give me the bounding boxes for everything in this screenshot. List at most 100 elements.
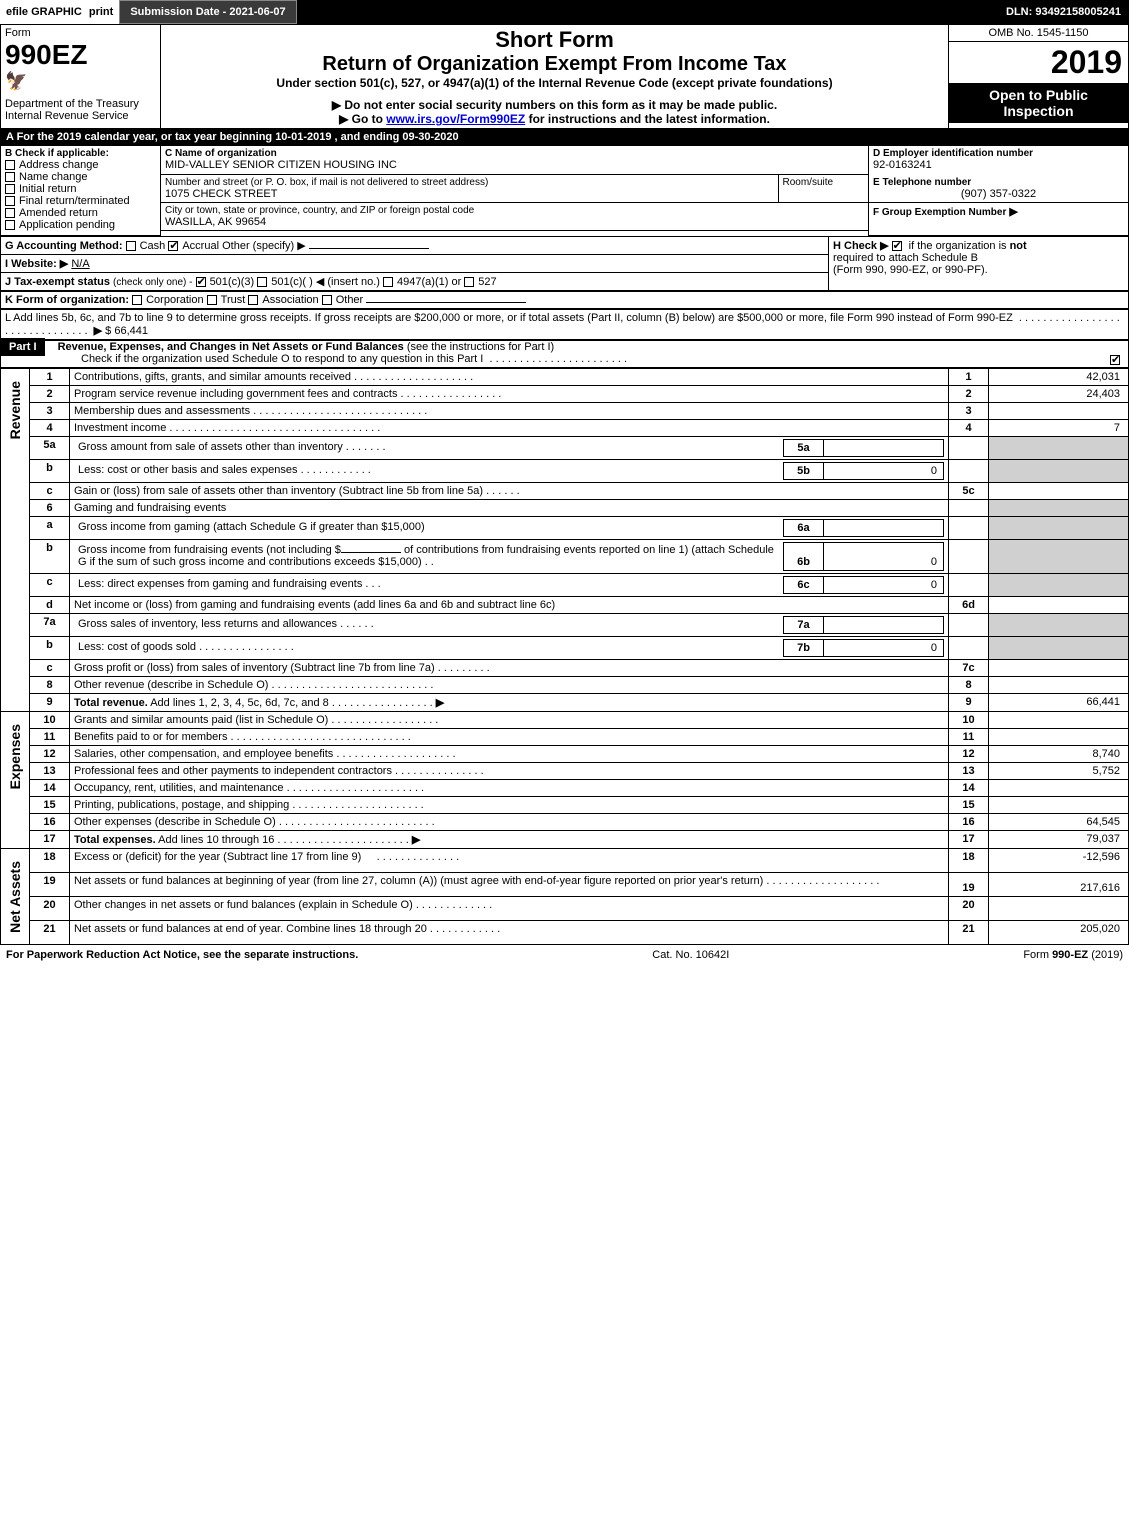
expenses-side: Expenses	[1, 711, 30, 848]
section-g: G Accounting Method: Cash Accrual Other …	[1, 236, 829, 254]
section-d-e: D Employer identification number 92-0163…	[869, 146, 1129, 203]
footer-left: For Paperwork Reduction Act Notice, see …	[6, 949, 358, 961]
section-b-label: B Check if applicable:	[5, 148, 156, 159]
line-3-amount	[989, 402, 1129, 419]
e-label: E Telephone number	[873, 177, 1124, 188]
h-text2: required to attach Schedule B	[833, 252, 978, 264]
cb-4947[interactable]	[383, 277, 393, 287]
cb-trust[interactable]	[207, 295, 217, 305]
h-prefix: H Check ▶	[833, 240, 889, 252]
subtitle: Under section 501(c), 527, or 4947(a)(1)…	[165, 76, 944, 90]
cb-501c3[interactable]	[196, 277, 206, 287]
section-c-addr: Number and street (or P. O. box, if mail…	[161, 174, 869, 203]
cb-name-change[interactable]: Name change	[5, 171, 156, 183]
cb-501c[interactable]	[257, 277, 267, 287]
header-table: Form 990EZ 🦅 Department of the Treasury …	[0, 24, 1129, 129]
header-left: Form 990EZ 🦅 Department of the Treasury …	[1, 25, 161, 129]
eagle-icon: 🦅	[5, 71, 156, 92]
omb-number: OMB No. 1545-1150	[949, 25, 1128, 42]
addr-label: Number and street (or P. O. box, if mail…	[165, 177, 774, 188]
line-9-amount: 66,441	[989, 693, 1129, 711]
cb-address-change[interactable]: Address change	[5, 159, 156, 171]
k-other-input[interactable]	[366, 302, 526, 303]
cb-other-org[interactable]	[322, 295, 332, 305]
ein-value: 92-0163241	[873, 159, 1124, 171]
cb-application-pending[interactable]: Application pending	[5, 219, 156, 231]
line-10: Grants and similar amounts paid (list in…	[70, 711, 949, 728]
line-4: Investment income . . . . . . . . . . . …	[70, 419, 949, 436]
cb-schedule-o[interactable]	[1110, 355, 1120, 365]
dln-label: DLN: 93492158005241	[998, 0, 1129, 24]
section-c-name: C Name of organization MID-VALLEY SENIOR…	[161, 146, 869, 175]
l-arrow: ▶	[94, 325, 102, 337]
line-7a-sub	[824, 616, 944, 633]
dept-treasury: Department of the Treasury	[5, 98, 156, 110]
street-address: 1075 CHECK STREET	[165, 188, 774, 200]
phone-value: (907) 357-0322	[873, 188, 1124, 200]
line-3: Membership dues and assessments . . . . …	[70, 402, 949, 419]
line-16-amount: 64,545	[989, 813, 1129, 830]
line-5a-sub	[824, 439, 944, 456]
line-14-amount	[989, 779, 1129, 796]
line-11: Benefits paid to or for members . . . . …	[70, 728, 949, 745]
line-5b: Less: cost or other basis and sales expe…	[70, 459, 949, 482]
line-6c: Less: direct expenses from gaming and fu…	[70, 573, 949, 596]
k-label: K Form of organization:	[5, 294, 129, 306]
cb-h[interactable]	[892, 241, 902, 251]
cb-accrual[interactable]	[168, 241, 178, 251]
line-15-amount	[989, 796, 1129, 813]
cb-assoc[interactable]	[248, 295, 258, 305]
cb-final-return[interactable]: Final return/terminated	[5, 195, 156, 207]
line-1-amount: 42,031	[989, 368, 1129, 385]
h-text3: (Form 990, 990-EZ, or 990-PF).	[833, 264, 988, 276]
line-13-amount: 5,752	[989, 762, 1129, 779]
f-arrow: ▶	[1009, 206, 1017, 218]
line-6d: Net income or (loss) from gaming and fun…	[70, 596, 949, 613]
cb-527[interactable]	[464, 277, 474, 287]
cb-cash[interactable]	[126, 241, 136, 251]
line-5c-amount	[989, 482, 1129, 499]
topbar-spacer	[297, 0, 998, 24]
section-l: L Add lines 5b, 6c, and 7b to line 9 to …	[1, 309, 1129, 339]
line-19: Net assets or fund balances at beginning…	[70, 872, 949, 896]
g-other-input[interactable]	[309, 248, 429, 249]
line-14: Occupancy, rent, utilities, and maintena…	[70, 779, 949, 796]
cb-amended-return[interactable]: Amended return	[5, 207, 156, 219]
goto-prefix: ▶ Go to	[339, 112, 383, 126]
i-label: I Website: ▶	[5, 258, 68, 270]
line-6b-sub: 0	[824, 542, 944, 570]
section-k-table: K Form of organization: Corporation Trus…	[0, 291, 1129, 309]
line-11-amount	[989, 728, 1129, 745]
line-1: Contributions, gifts, grants, and simila…	[70, 368, 949, 385]
irs-link[interactable]: www.irs.gov/Form990EZ	[386, 112, 525, 126]
efile-prefix: efile	[6, 6, 28, 18]
section-a-bar: A For the 2019 calendar year, or tax yea…	[0, 129, 1129, 145]
line-18-amount: -12,596	[989, 848, 1129, 872]
cb-corp[interactable]	[132, 295, 142, 305]
page-footer: For Paperwork Reduction Act Notice, see …	[0, 945, 1129, 965]
form-label: Form	[5, 27, 156, 39]
tax-year: 2019	[949, 42, 1128, 83]
line-16: Other expenses (describe in Schedule O) …	[70, 813, 949, 830]
l-text: L Add lines 5b, 6c, and 7b to line 9 to …	[5, 312, 1013, 324]
line-8-amount	[989, 676, 1129, 693]
line-6d-amount	[989, 596, 1129, 613]
line-5b-sub: 0	[824, 462, 944, 479]
org-name: MID-VALLEY SENIOR CITIZEN HOUSING INC	[165, 159, 864, 171]
section-i: I Website: ▶ N/A	[1, 254, 829, 272]
line-2-amount: 24,403	[989, 385, 1129, 402]
line-19-amount: 217,616	[989, 872, 1129, 896]
line-6a-sub	[824, 519, 944, 536]
section-k: K Form of organization: Corporation Trus…	[1, 291, 1129, 308]
section-b: B Check if applicable: Address change Na…	[1, 146, 161, 236]
j-insert: ◀ (insert no.)	[316, 276, 380, 288]
form-number: 990EZ	[5, 39, 156, 71]
line-6: Gaming and fundraising events	[70, 499, 949, 516]
j-suffix: (check only one) -	[113, 277, 192, 288]
title-short-form: Short Form	[165, 27, 944, 53]
submission-date-label: Submission Date - 2021-06-07	[119, 0, 296, 24]
line-20: Other changes in net assets or fund bala…	[70, 896, 949, 920]
cb-initial-return[interactable]: Initial return	[5, 183, 156, 195]
line-6a: Gross income from gaming (attach Schedul…	[70, 516, 949, 539]
section-c-city: City or town, state or province, country…	[161, 203, 869, 231]
